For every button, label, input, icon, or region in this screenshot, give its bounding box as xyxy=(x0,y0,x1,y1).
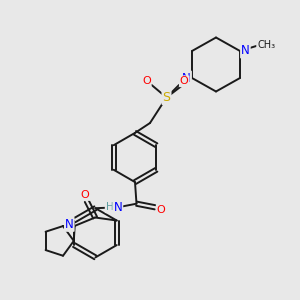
Text: N: N xyxy=(113,201,122,214)
Text: N: N xyxy=(182,71,191,85)
Text: O: O xyxy=(157,205,166,215)
Text: O: O xyxy=(81,190,90,200)
Text: N: N xyxy=(65,218,74,231)
Text: H: H xyxy=(106,202,113,212)
Text: S: S xyxy=(163,91,170,104)
Text: O: O xyxy=(180,76,189,86)
Text: O: O xyxy=(142,76,151,86)
Text: CH₃: CH₃ xyxy=(257,40,275,50)
Text: N: N xyxy=(241,44,250,58)
